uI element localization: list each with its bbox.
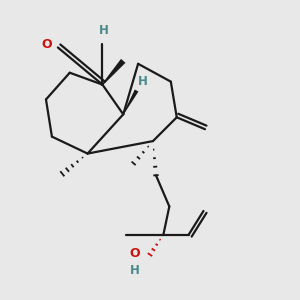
Text: H: H [99,24,109,37]
Polygon shape [102,59,125,85]
Text: H: H [130,265,140,278]
Text: H: H [138,75,148,88]
Polygon shape [123,89,138,115]
Text: O: O [41,38,52,51]
Text: O: O [129,247,140,260]
